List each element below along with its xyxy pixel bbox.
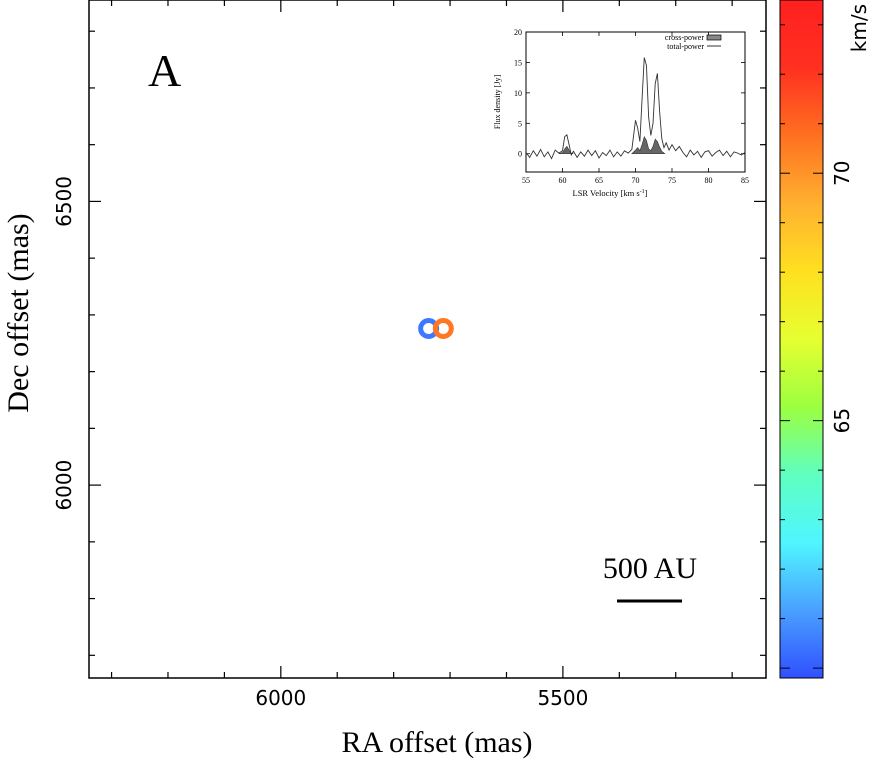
- colorbar-ticks: 65 70: [780, 24, 854, 669]
- inset-y-tick-label: 10: [514, 89, 522, 98]
- y-tick-label: 6000: [52, 460, 76, 511]
- cross-power-area: [558, 145, 574, 155]
- panel-label: A: [148, 45, 181, 96]
- total-power-line: [525, 57, 746, 160]
- colorbar-tick-label: 65: [830, 408, 854, 433]
- inset-y-tick-label: 0: [518, 150, 522, 159]
- colorbar-label: km/s: [847, 4, 871, 52]
- inset-x-tick-label: 65: [595, 176, 603, 185]
- main-axis-ticks: [89, 0, 766, 678]
- inset-x-tick-label: 55: [522, 176, 530, 185]
- y-axis-title: Dec offset (mas): [2, 213, 35, 412]
- main-plot-frame: [88, 0, 767, 679]
- inset-x-tick-label: 75: [668, 176, 676, 185]
- maser-spots: [418, 318, 454, 340]
- cross-power-area: [631, 135, 666, 155]
- inset-legend: cross-power total-power: [665, 33, 722, 51]
- x-tick-label: 5500: [537, 686, 588, 710]
- inset-x-tick-label: 70: [632, 176, 640, 185]
- inset-x-tick-label: 85: [741, 176, 749, 185]
- colorbar: [779, 0, 824, 679]
- inset-x-tick-label: 80: [705, 176, 713, 185]
- inset-y-tick-label: 15: [514, 58, 522, 67]
- x-axis-title: RA offset (mas): [341, 726, 532, 759]
- inset-y-tick-label: 20: [514, 28, 522, 37]
- inset-x-axis-title: LSR Velocity [km s-1]: [573, 188, 648, 198]
- x-tick-label: 6000: [255, 686, 306, 710]
- scale-bar-label: 500 AU: [603, 552, 698, 585]
- inset-y-tick-label: 5: [518, 119, 522, 128]
- maser-spot: [432, 318, 454, 340]
- inset-x-tick-label: 60: [559, 176, 567, 185]
- inset-spectrum: 55 60 65 70 75 80 85 0 5 10 15 20: [514, 28, 749, 185]
- legend-total-power-label: total-power: [667, 42, 704, 51]
- y-tick-label: 6500: [52, 176, 76, 227]
- colorbar-tick-label: 70: [830, 160, 854, 185]
- main-axis-tick-labels: 6000 5500 6000 6500: [52, 176, 588, 710]
- legend-cross-power-label: cross-power: [665, 33, 704, 42]
- inset-y-axis-title: Flux density [Jy]: [493, 75, 502, 130]
- legend-cross-power-swatch: [706, 34, 722, 41]
